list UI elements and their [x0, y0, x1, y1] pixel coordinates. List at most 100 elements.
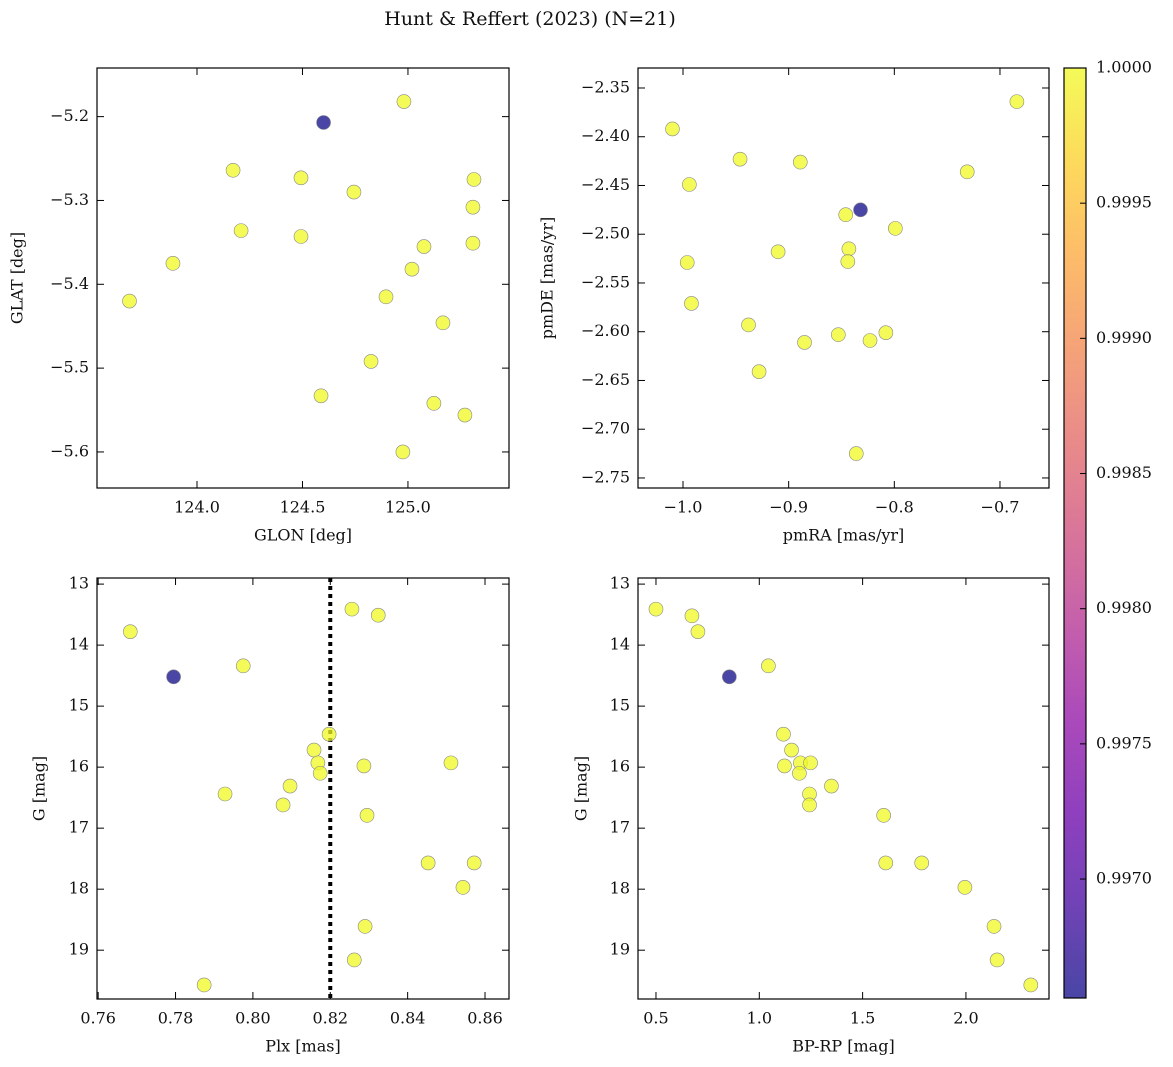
y-tick-label: 19 — [69, 940, 89, 959]
point — [776, 726, 791, 742]
point — [878, 855, 894, 871]
x-tick-label: −0.7 — [981, 498, 1020, 517]
point — [802, 797, 817, 813]
point — [378, 289, 394, 305]
y-tick-label: 15 — [610, 696, 630, 715]
point — [803, 755, 818, 771]
x-tick-label: −0.9 — [769, 498, 808, 517]
y-tick-label: 18 — [610, 879, 630, 898]
point — [682, 177, 697, 192]
x-tick-label: 2.0 — [953, 1009, 978, 1028]
y-tick-label: 13 — [610, 574, 630, 593]
point — [741, 317, 756, 333]
x-tick-label: 0.80 — [235, 1009, 271, 1028]
y-tick-label: 17 — [610, 818, 630, 837]
y-tick-label: 17 — [69, 818, 89, 837]
point — [732, 151, 748, 167]
colorbar-tick-label: 0.9975 — [1096, 733, 1152, 752]
y-axis-label: pmDE [mas/yr] — [538, 217, 557, 340]
y-tick-label: 15 — [69, 696, 89, 715]
colorbar-tick-label: 0.9970 — [1096, 869, 1152, 888]
figure-title: Hunt & Reffert (2023) (N=21) — [384, 8, 676, 30]
x-tick-label: −0.8 — [875, 498, 914, 517]
point — [761, 658, 776, 674]
point — [831, 327, 846, 342]
y-tick-label: 14 — [69, 635, 89, 654]
y-tick-label: 13 — [69, 574, 89, 593]
point — [792, 154, 808, 170]
point — [797, 335, 812, 350]
point — [356, 758, 372, 774]
point — [233, 223, 249, 238]
x-axis-label: BP-RP [mag] — [792, 1037, 894, 1056]
x-tick-label: 0.86 — [467, 1009, 503, 1028]
y-tick-label: −2.55 — [581, 272, 630, 291]
point — [346, 184, 362, 200]
point — [838, 207, 854, 223]
colorbar — [1064, 68, 1086, 998]
y-axis-label: GLAT [deg] — [8, 232, 27, 324]
x-tick-label: −1.0 — [664, 498, 703, 517]
point — [684, 296, 699, 311]
point — [357, 919, 373, 934]
point — [466, 855, 482, 871]
y-tick-label: −5.3 — [50, 190, 89, 209]
y-axis-label: G [mag] — [30, 756, 49, 821]
colorbar-frame — [1063, 67, 1087, 999]
point — [690, 624, 706, 639]
point — [466, 172, 482, 187]
point — [122, 624, 138, 639]
plot-frame — [637, 67, 1050, 489]
point — [420, 855, 436, 871]
plot-frame — [96, 67, 510, 489]
point — [316, 115, 331, 130]
point — [878, 325, 894, 340]
y-tick-label: −2.50 — [581, 224, 630, 243]
x-tick-label: 0.78 — [158, 1009, 194, 1028]
point — [824, 778, 839, 794]
point — [395, 444, 411, 460]
plot-frame — [96, 577, 510, 1000]
point — [235, 658, 251, 674]
point — [989, 952, 1005, 968]
x-tick-label: 0.76 — [80, 1009, 116, 1028]
x-axis-label: GLON [deg] — [254, 526, 352, 545]
y-tick-label: −5.2 — [50, 106, 89, 125]
point — [1023, 977, 1039, 993]
point — [784, 742, 799, 758]
point — [777, 758, 792, 774]
y-tick-label: 18 — [69, 879, 89, 898]
colorbar-tick-label: 0.9995 — [1096, 193, 1152, 212]
y-tick-label: −2.65 — [581, 370, 630, 389]
y-tick-label: 16 — [610, 757, 630, 776]
y-tick-label: −2.45 — [581, 175, 630, 194]
colorbar-tick-label: 0.9980 — [1096, 598, 1152, 617]
x-axis-label: pmRA [mas/yr] — [783, 526, 905, 545]
x-tick-label: 0.82 — [312, 1009, 348, 1028]
point — [722, 669, 737, 685]
point — [853, 202, 868, 218]
y-tick-label: 16 — [69, 757, 89, 776]
y-axis-label: G [mag] — [572, 756, 591, 821]
x-tick-label: 125.0 — [385, 498, 431, 517]
point — [225, 162, 241, 178]
point — [282, 778, 298, 794]
colorbar-tick-label: 1.0000 — [1096, 58, 1152, 77]
y-tick-label: −2.35 — [581, 77, 630, 96]
point — [957, 880, 973, 895]
point — [122, 293, 137, 309]
point — [862, 333, 878, 348]
point — [416, 239, 432, 254]
plot-frame — [637, 577, 1050, 1000]
point — [1009, 94, 1025, 109]
point — [435, 315, 451, 331]
point — [293, 170, 309, 186]
point — [648, 601, 664, 617]
point — [275, 797, 291, 813]
point — [166, 669, 181, 685]
point — [217, 786, 233, 802]
point — [465, 235, 481, 251]
point — [344, 601, 360, 617]
point — [370, 607, 386, 623]
